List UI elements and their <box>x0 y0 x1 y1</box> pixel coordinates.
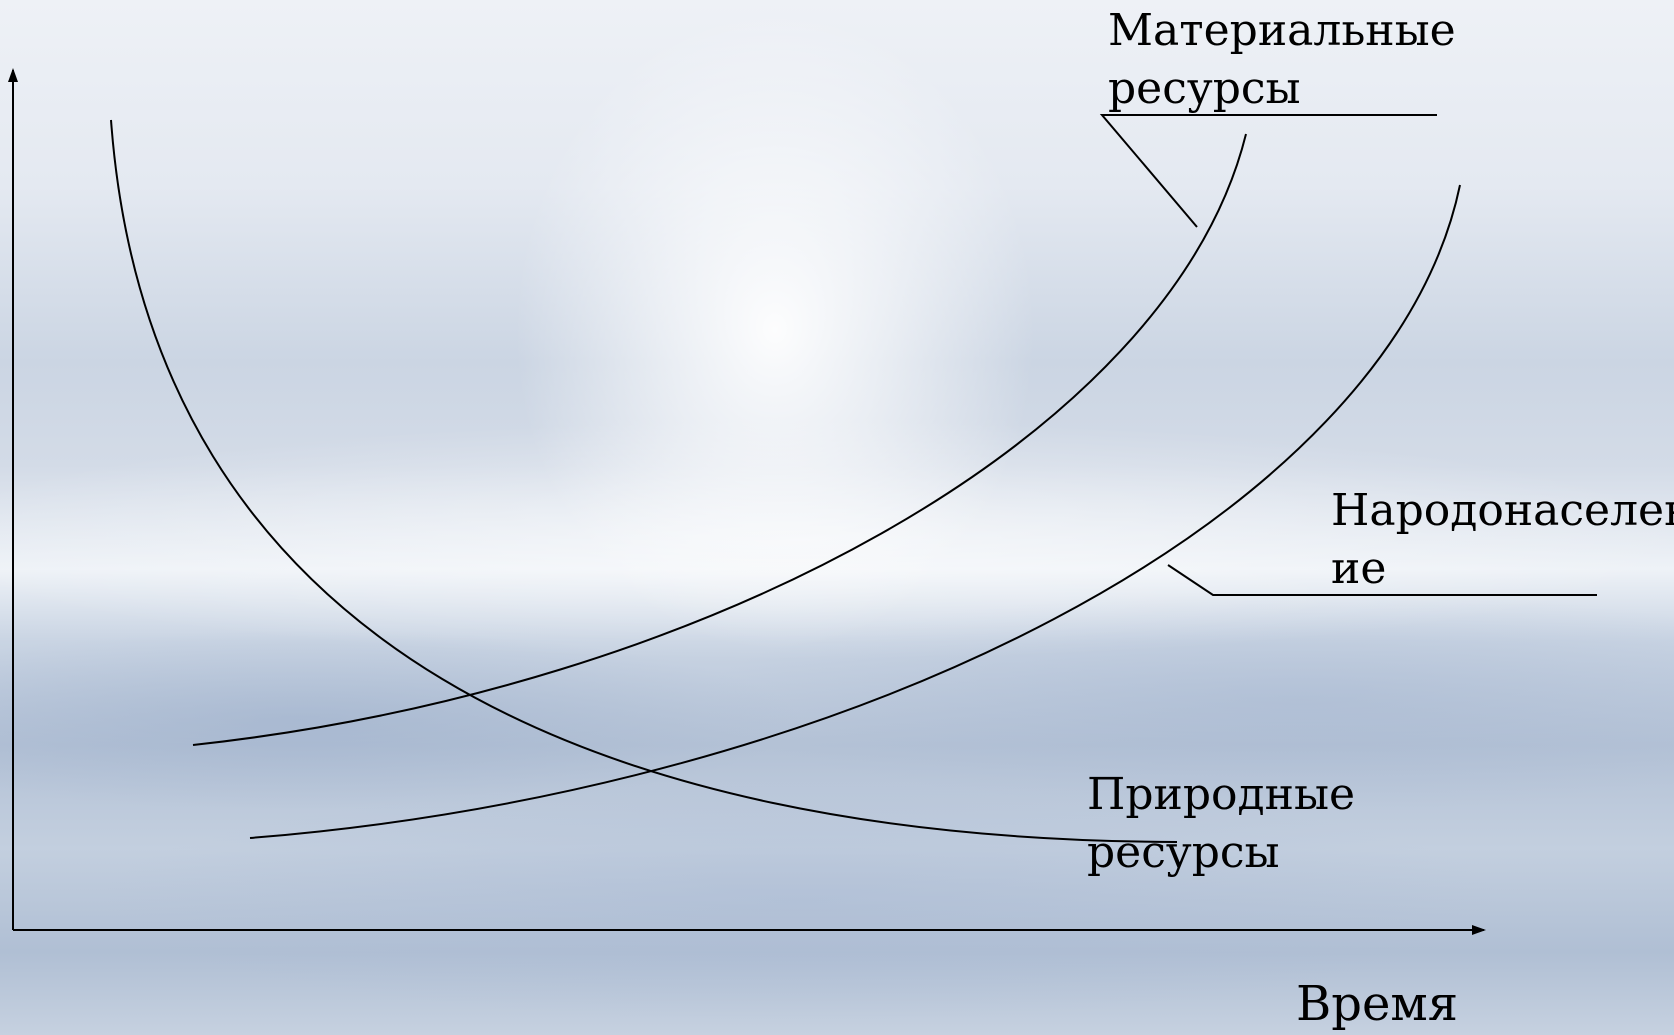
material-resources-curve <box>192 133 1247 746</box>
natural-resources-label-line1: Природные <box>1087 769 1355 820</box>
population-leader <box>1167 564 1597 596</box>
material-resources-label: Материальные ресурсы <box>1108 2 1456 118</box>
population-label-line2: ие <box>1331 543 1387 594</box>
natural-resources-label-line2: ресурсы <box>1087 827 1280 878</box>
population-curve <box>249 184 1461 839</box>
natural-resources-label: Природные ресурсы <box>1087 766 1355 882</box>
material-resources-label-line1: Материальные <box>1108 5 1456 56</box>
population-label: Народонаселен ие <box>1331 482 1674 598</box>
material-resources-label-line2: ресурсы <box>1108 63 1301 114</box>
x-axis-label: Время <box>1296 976 1459 1032</box>
material-resources-leader <box>1099 114 1437 228</box>
population-label-line1: Народонаселен <box>1331 485 1674 536</box>
natural-resources-curve <box>110 119 1178 843</box>
